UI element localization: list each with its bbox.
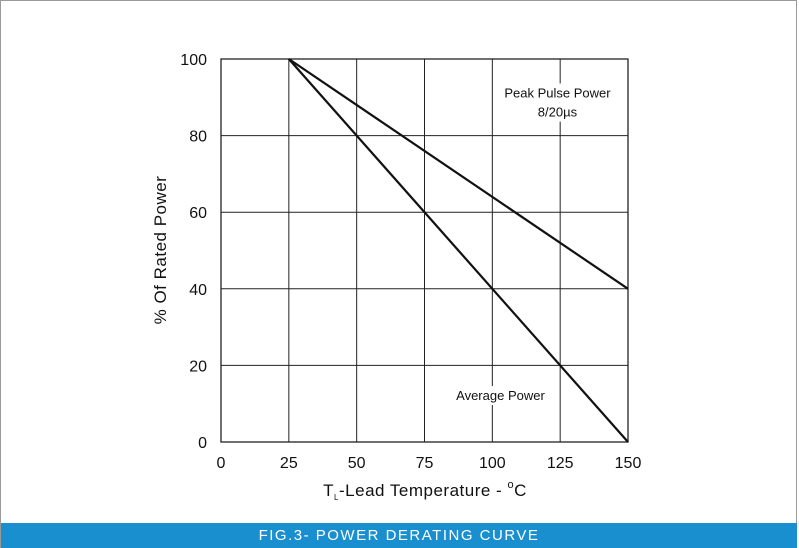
y-tick-label: 100 [180, 52, 207, 69]
x-axis-label-text: -Lead Temperature - [339, 481, 507, 500]
x-tick-label: 75 [416, 455, 434, 472]
annotation-text: Peak Pulse Power [504, 85, 611, 100]
figure-caption: FIG.3- POWER DERATING CURVE [1, 523, 797, 548]
x-axis-label-unit: C [514, 481, 527, 500]
y-tick-label: 80 [189, 129, 207, 146]
x-axis-label-degree: o [507, 479, 514, 491]
series-line [288, 58, 629, 443]
x-tick-label: 150 [615, 455, 642, 472]
annotation-background [500, 83, 616, 103]
x-tick-label: 50 [348, 455, 366, 472]
annotation: Peak Pulse Power [500, 83, 616, 103]
annotation: 8/20µs [533, 102, 582, 122]
annotation-background [452, 386, 550, 406]
y-tick-label: 60 [189, 205, 207, 222]
annotation: Average Power [452, 386, 550, 406]
y-axis-label: % Of Rated Power [151, 176, 170, 325]
y-tick-label: 0 [198, 435, 207, 452]
annotation-background [533, 102, 582, 122]
annotation-text: 8/20µs [538, 105, 578, 120]
x-axis-label-prefix: T [323, 481, 334, 500]
chart-annotations: Peak Pulse Power 8/20µs Average Power [452, 83, 616, 406]
y-tick-label: 40 [189, 282, 207, 299]
x-tick-label: 125 [547, 455, 574, 472]
series-line [288, 58, 629, 290]
chart-series [288, 58, 629, 443]
x-axis-label-subscript: L [334, 493, 339, 502]
y-tick-label: 20 [189, 358, 207, 375]
x-tick-label: 100 [479, 455, 506, 472]
x-axis-label: TL-Lead Temperature - oC [323, 479, 527, 502]
x-tick-label: 0 [217, 455, 226, 472]
annotation-text: Average Power [456, 388, 545, 403]
chart-ticks: 0 25 50 75 100 125 150 0 20 40 60 80 100 [180, 52, 641, 472]
x-tick-label: 25 [280, 455, 298, 472]
